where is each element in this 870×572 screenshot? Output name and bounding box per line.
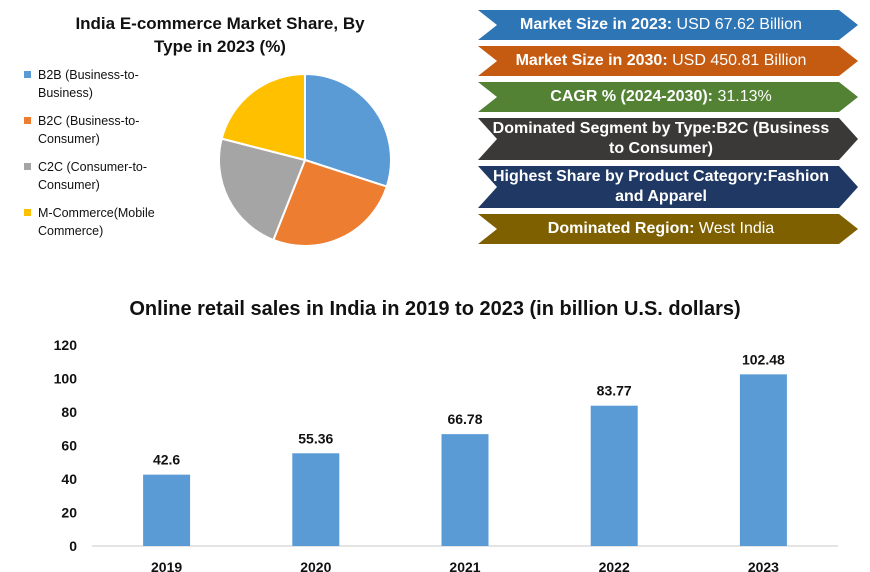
bar-2019 xyxy=(143,474,191,546)
pie-chart-title: India E-commerce Market Share, By Type i… xyxy=(75,14,365,56)
pie-slice-2 xyxy=(218,137,307,242)
banner-label: Dominated Region: xyxy=(547,220,695,237)
y-tick-label: 100 xyxy=(54,371,78,387)
banner-label: CAGR % (2024-2030): xyxy=(550,88,713,105)
y-tick-label: 120 xyxy=(54,337,78,353)
banner-cagr: CAGR % (2024-2030): 31.13% xyxy=(478,82,858,112)
y-tick-label: 80 xyxy=(61,404,77,420)
data-label: 66.78 xyxy=(447,411,482,427)
legend-item-m-commerce: M-Commerce(Mobile Commerce) xyxy=(24,204,224,240)
y-tick-label: 20 xyxy=(61,505,77,521)
legend-label: B2B (Business-to- Business) xyxy=(38,68,139,100)
banner-dominated-segment: Dominated Segment by Type:B2C (Business … xyxy=(478,118,858,160)
pie-slice-1 xyxy=(272,158,389,247)
data-label: 42.6 xyxy=(153,452,180,468)
bar-chart: 0 20 40 60 80 100 120 42.6 2019 55.36 2020 66.78 202… xyxy=(54,337,838,572)
x-tick-label: 2020 xyxy=(300,559,331,572)
banner-market-size-2023: Market Size in 2023: USD 67.62 Billion xyxy=(478,10,858,40)
data-label: 83.77 xyxy=(597,383,632,399)
banner-dominated-region: Dominated Region: West India xyxy=(478,214,858,244)
pie-slice-0 xyxy=(304,72,392,188)
banner-label: Highest Share by Product Category:Fashio… xyxy=(492,168,830,205)
legend-swatch xyxy=(24,71,31,78)
pie-slice-3 xyxy=(220,72,306,162)
x-tick-label: 2022 xyxy=(599,559,630,572)
legend-item-c2c: C2C (Consumer-to- Consumer) xyxy=(24,158,224,194)
legend-label: C2C (Consumer-to- Consumer) xyxy=(38,160,148,192)
banner-label: Market Size in 2023: xyxy=(520,16,673,33)
x-tick-label: 2019 xyxy=(151,559,182,572)
banner-label: Dominated Segment by Type:B2C (Business … xyxy=(492,120,830,157)
bar-2020 xyxy=(292,453,340,546)
pie-chart xyxy=(218,72,392,247)
banner-value: USD 450.81 Billion xyxy=(667,52,807,69)
y-tick-label: 40 xyxy=(61,471,77,487)
pie-legend: B2B (Business-to- Business) B2C (Busines… xyxy=(24,66,224,250)
y-tick-label: 0 xyxy=(69,538,77,554)
banner-market-size-2030: Market Size in 2030: USD 450.81 Billion xyxy=(478,46,858,76)
bar-2022 xyxy=(590,405,638,546)
legend-swatch xyxy=(24,163,31,170)
bar-chart-title: Online retail sales in India in 2019 to … xyxy=(129,298,741,320)
x-tick-label: 2023 xyxy=(748,559,779,572)
banner-value: 31.13% xyxy=(713,88,772,105)
legend-item-b2c: B2C (Business-to- Consumer) xyxy=(24,112,224,148)
banner-highest-share: Highest Share by Product Category:Fashio… xyxy=(478,166,858,208)
data-label: 55.36 xyxy=(298,430,333,446)
y-tick-label: 60 xyxy=(61,438,77,454)
banner-label: Market Size in 2030: xyxy=(515,52,668,69)
legend-label: M-Commerce(Mobile Commerce) xyxy=(38,206,155,238)
key-facts-banners: Market Size in 2023: USD 67.62 Billion M… xyxy=(478,10,858,250)
legend-item-b2b: B2B (Business-to- Business) xyxy=(24,66,224,102)
legend-swatch xyxy=(24,209,31,216)
bar-2023 xyxy=(739,374,787,546)
banner-value: West India xyxy=(694,220,775,237)
legend-label: B2C (Business-to- Consumer) xyxy=(38,114,140,146)
data-label: 102.48 xyxy=(742,351,785,367)
x-tick-label: 2021 xyxy=(449,559,480,572)
banner-value: USD 67.62 Billion xyxy=(672,16,802,33)
legend-swatch xyxy=(24,117,31,124)
bar-2021 xyxy=(441,434,489,546)
